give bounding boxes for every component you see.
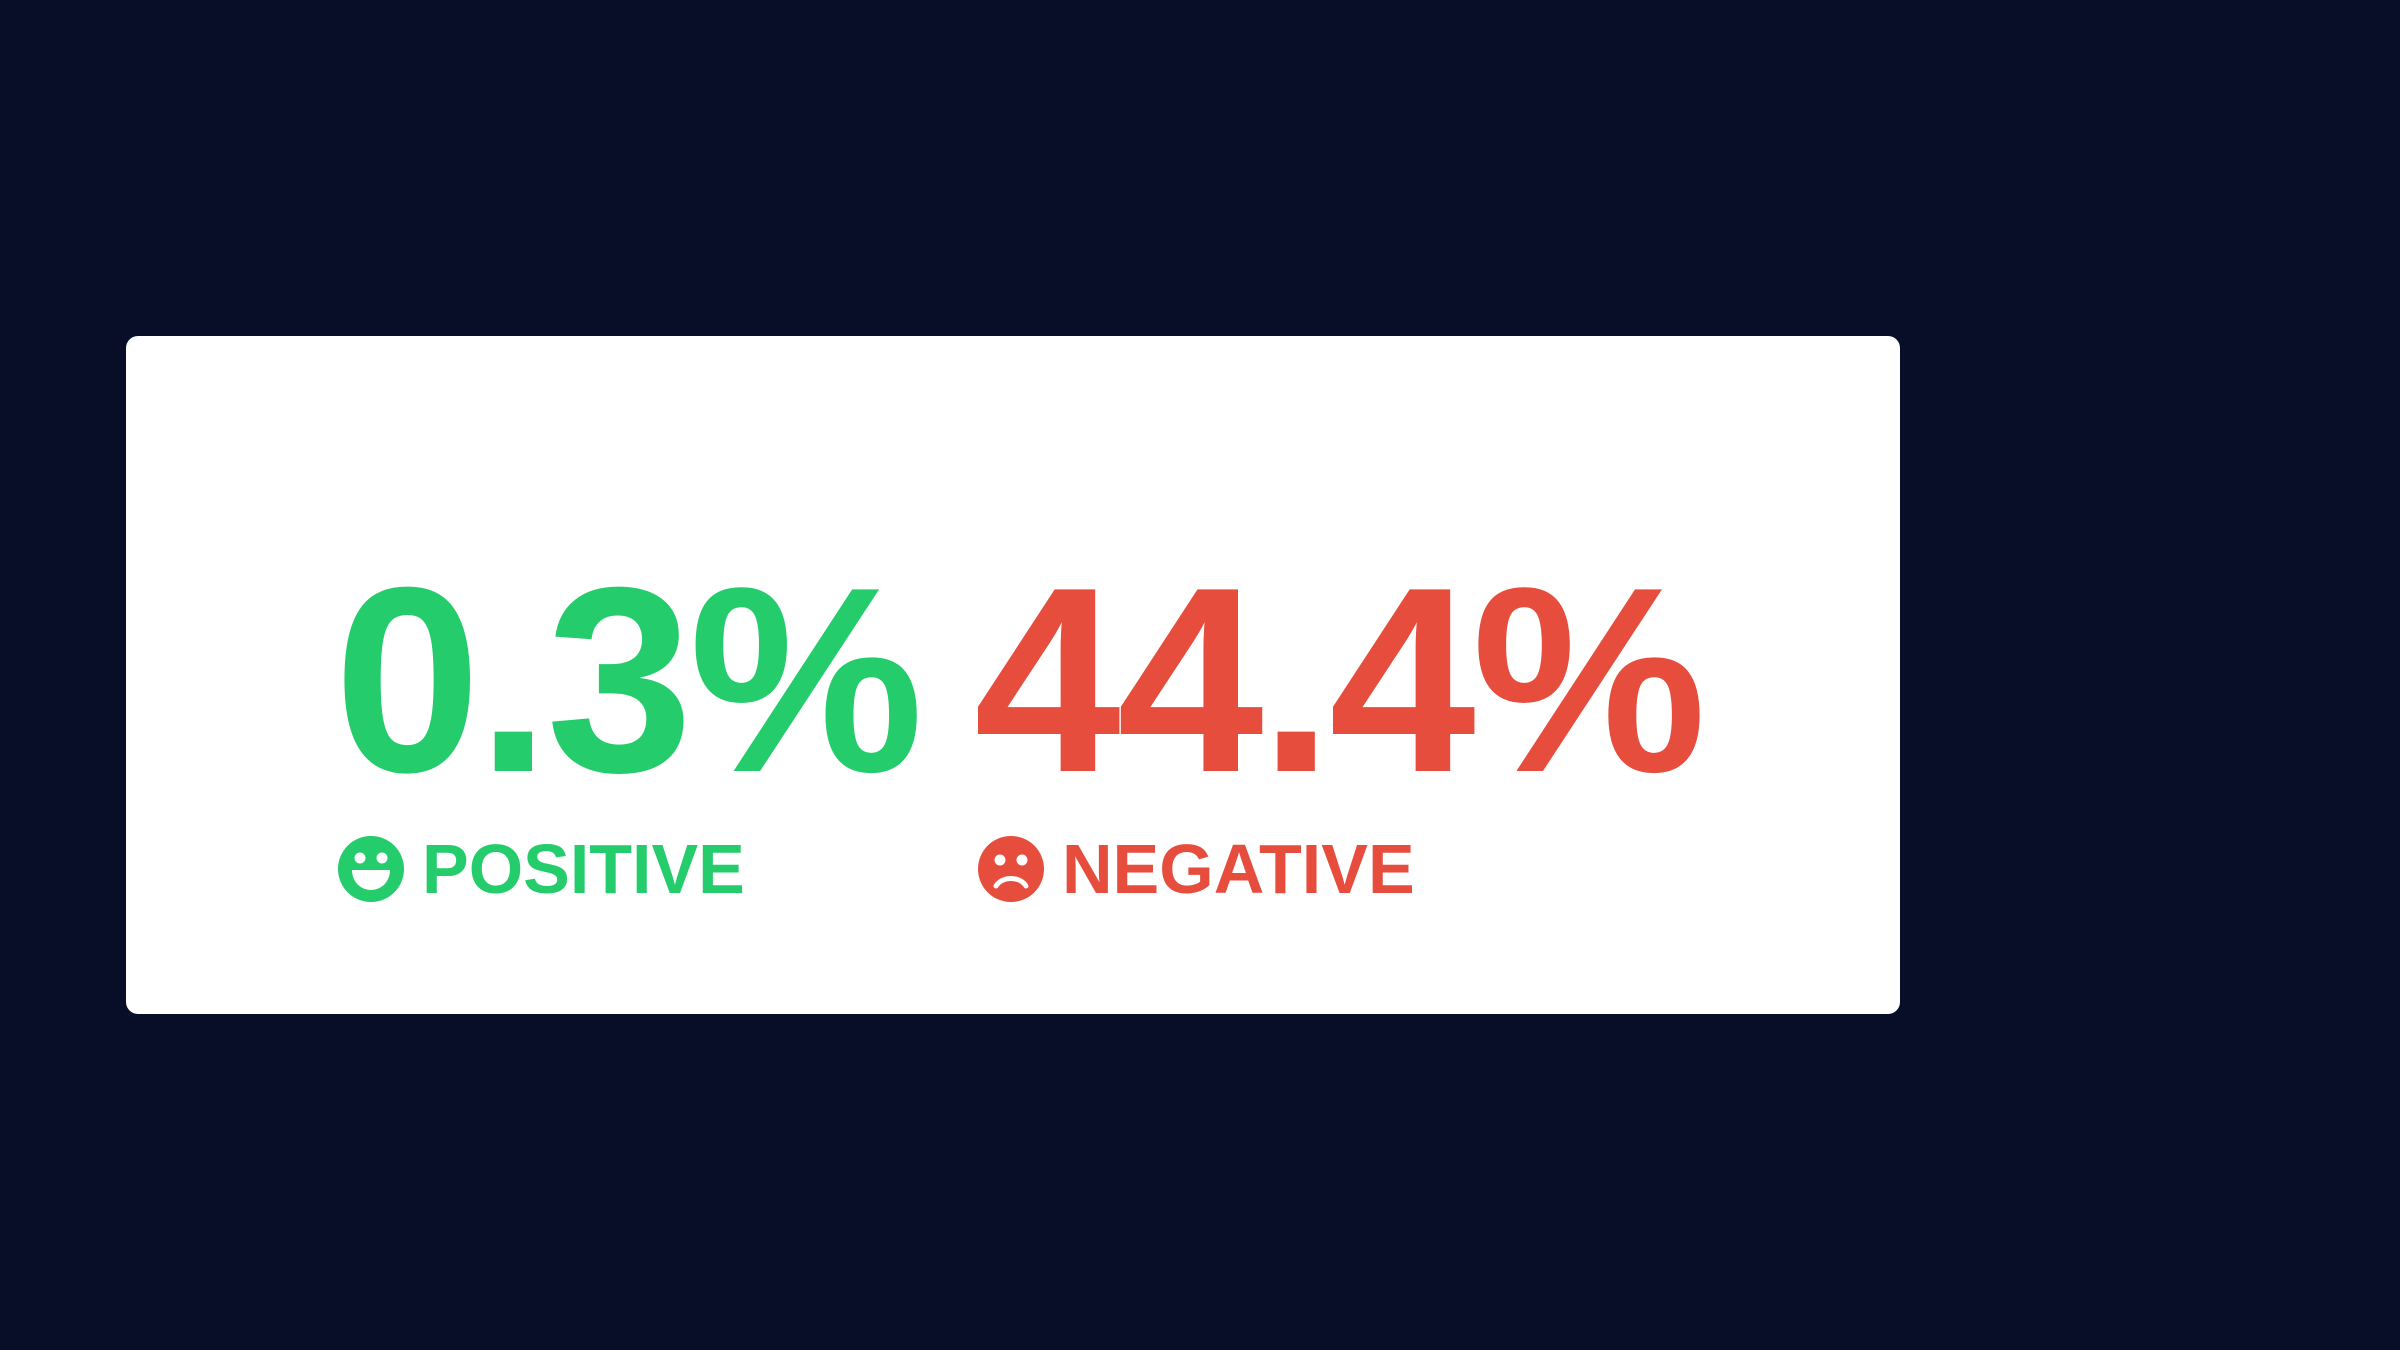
negative-value: 44.4% [974, 532, 1707, 827]
positive-value: 0.3% [334, 532, 924, 827]
frowning-face-icon [978, 836, 1044, 902]
negative-label-row: NEGATIVE [978, 834, 1703, 904]
grinning-face-icon [338, 836, 404, 902]
positive-label: POSITIVE [422, 830, 745, 908]
negative-metric: 44.4% NEGATIVE [974, 532, 1707, 905]
negative-label: NEGATIVE [1062, 830, 1415, 908]
positive-metric: 0.3% POSITIVE [334, 532, 924, 905]
sentiment-card: 0.3% POSITIVE 44.4% NEGATIVE [126, 336, 1900, 1014]
positive-label-row: POSITIVE [338, 834, 920, 904]
